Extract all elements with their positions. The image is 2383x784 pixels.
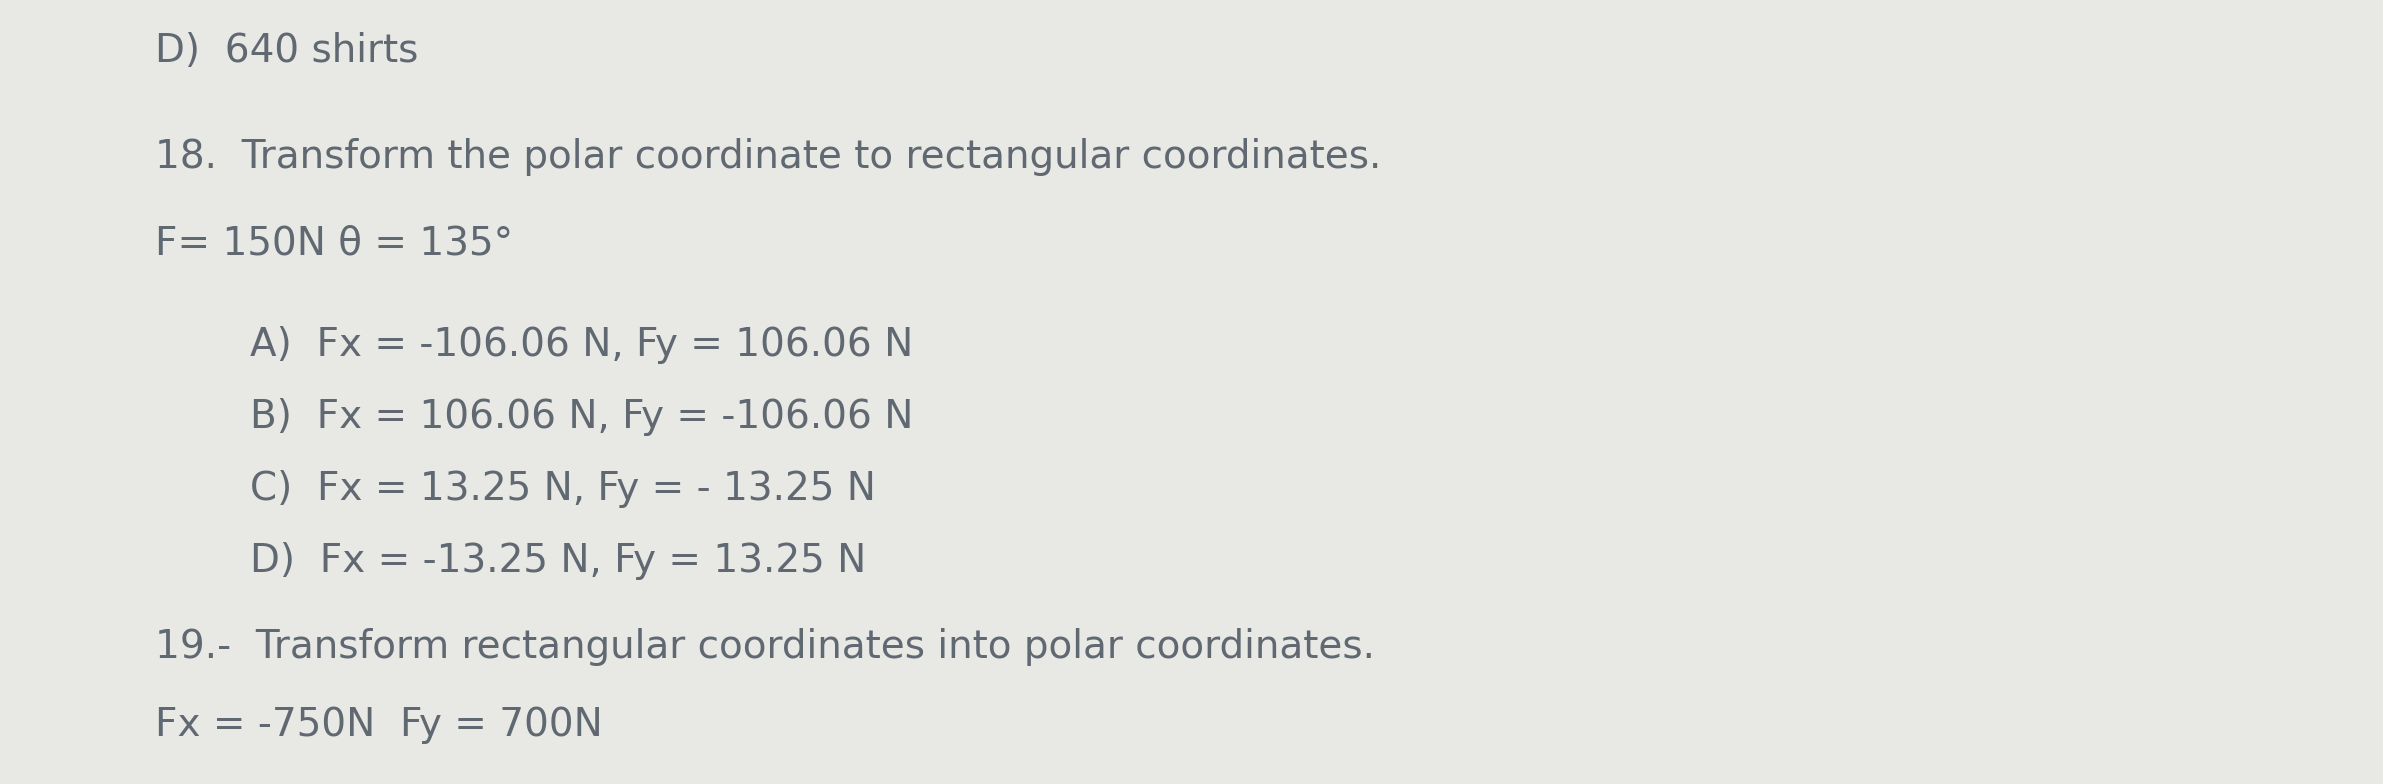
Text: F= 150N θ = 135°: F= 150N θ = 135° bbox=[155, 224, 512, 262]
Text: 18.  Transform the polar coordinate to rectangular coordinates.: 18. Transform the polar coordinate to re… bbox=[155, 138, 1382, 176]
Text: D)  Fx = -13.25 N, Fy = 13.25 N: D) Fx = -13.25 N, Fy = 13.25 N bbox=[250, 543, 867, 580]
Text: C)  Fx = 13.25 N, Fy = - 13.25 N: C) Fx = 13.25 N, Fy = - 13.25 N bbox=[250, 470, 877, 508]
Text: A)  Fx = -106.06 N, Fy = 106.06 N: A) Fx = -106.06 N, Fy = 106.06 N bbox=[250, 326, 913, 364]
Text: 19.-  Transform rectangular coordinates into polar coordinates.: 19.- Transform rectangular coordinates i… bbox=[155, 628, 1375, 666]
Text: B)  Fx = 106.06 N, Fy = -106.06 N: B) Fx = 106.06 N, Fy = -106.06 N bbox=[250, 398, 913, 436]
Text: Fx = -750N  Fy = 700N: Fx = -750N Fy = 700N bbox=[155, 706, 603, 744]
Text: D)  640 shirts: D) 640 shirts bbox=[155, 32, 419, 70]
